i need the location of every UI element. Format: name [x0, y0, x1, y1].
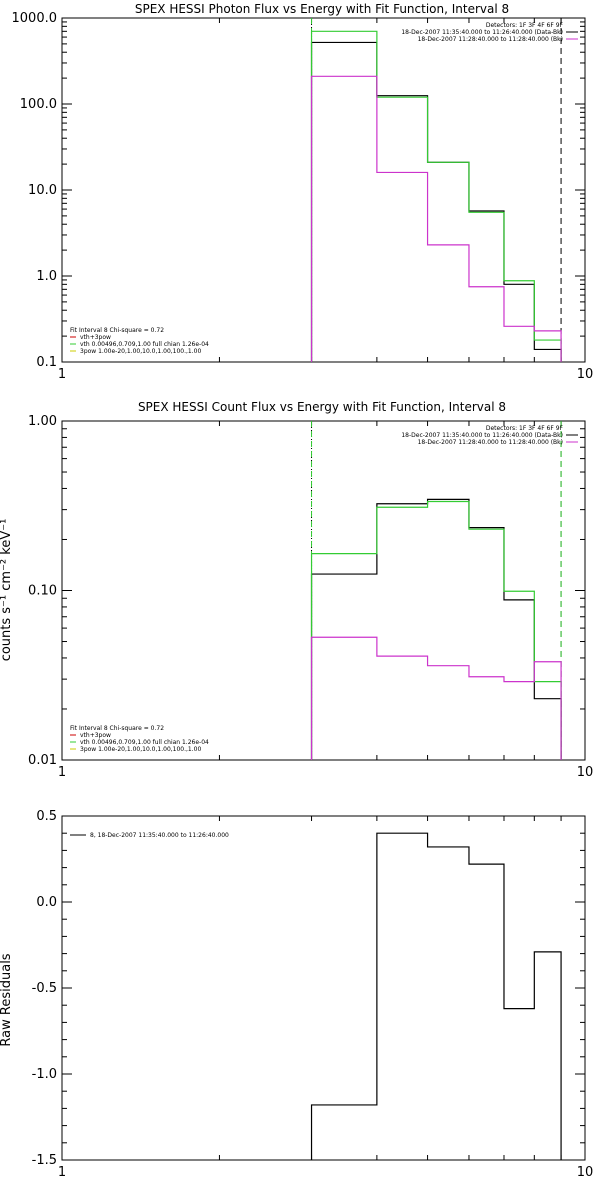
panel-3-y-tick-label: -1.5 [32, 1153, 57, 1168]
panel-3-y-tick-label: -0.5 [32, 981, 57, 996]
panel-1-legend-fit-entry: vth 0.00496,0.709,1.00 full chian 1.26e-… [80, 341, 209, 348]
panel-1-y-tick-label: 10.0 [28, 183, 57, 198]
panel-3-y-tick-label: -1.0 [32, 1067, 57, 1082]
panel-2-y-tick-label: 0.01 [28, 753, 57, 768]
panel-3-series-black-histogram [310, 832, 562, 1160]
panel-2-y-tick-label: 0.10 [28, 584, 57, 599]
panel-3-x-tick-label: 10 [577, 1165, 594, 1180]
panel-count-flux: SPEX HESSI Count Flux vs Energy with Fit… [0, 400, 593, 780]
panel-2-series-green-histogram [310, 500, 562, 760]
panel-photon-flux-title: SPEX HESSI Photon Flux vs Energy with Fi… [135, 2, 509, 16]
panel-2-plot-frame [61, 420, 586, 761]
panel-2-legend-detectors-entry: Detectors: 1F 3F 4F 6F 9F [486, 425, 564, 432]
panel-2-y-tick-label: 1.00 [28, 414, 57, 429]
panel-2-series-magenta-histogram [310, 636, 562, 760]
panel-1-legend-fit-entry: Fit Interval 8 Chi-square = 0.72 [70, 327, 164, 334]
panel-1-series-magenta-histogram [310, 75, 562, 362]
panel-1-x-tick-label: 10 [577, 367, 594, 382]
panel-3-y-tick-label: 0.5 [36, 809, 57, 824]
panel-2-legend-fit-entry: vth+3pow [80, 732, 111, 739]
panel-1-plot-frame [61, 17, 586, 363]
panel-1-legend-detectors-entry: Detectors: 1F 3F 4F 6F 9F [486, 22, 564, 29]
panel-1-x-tick-label: 1 [58, 367, 66, 382]
panel-count-flux-ylabel: counts s⁻¹ cm⁻² keV⁻¹ [0, 519, 14, 662]
panel-1-y-tick-label: 100.0 [20, 97, 57, 112]
panel-residuals: Raw Residuals 1 10 -1.5 -1.0 -0.5 0.0 0.5 8, 18… [0, 809, 593, 1180]
panel-residuals-ylabel: Raw Residuals [0, 953, 14, 1046]
panel-1-legend-detectors-entry: 18-Dec-2007 11:35:40.000 to 11:26:40.000… [401, 29, 563, 36]
panel-1-legend-fit-entry: vth+3pow [80, 334, 111, 341]
panel-2-series-black-histogram [310, 498, 562, 760]
panel-2-legend-detectors-entry: 18-Dec-2007 11:35:40.000 to 11:26:40.000… [401, 432, 563, 439]
panel-2-x-tick-label: 10 [577, 765, 594, 780]
panel-3-plot-frame [61, 815, 586, 1161]
panel-3-x-tick-label: 1 [58, 1165, 66, 1180]
panel-1-series-green-histogram [310, 30, 562, 362]
panel-2-legend-fit-entry: Fit Interval 8 Chi-square = 0.72 [70, 725, 164, 732]
panel-3-legend-interval-entry: 8, 18-Dec-2007 11:35:40.000 to 11:26:40.… [90, 832, 229, 839]
panel-1-legend-fit-entry: 3pow 1.00e-20,1.00,10.0,1.00,100.,1.00 [80, 348, 201, 355]
panel-2-legend-fit-entry: 3pow 1.00e-20,1.00,10.0,1.00,100.,1.00 [80, 746, 201, 753]
panel-count-flux-title: SPEX HESSI Count Flux vs Energy with Fit… [138, 400, 506, 414]
panel-1-y-tick-label: 1000.0 [12, 11, 58, 26]
panel-1-y-tick-label: 1.0 [36, 269, 57, 284]
panel-photon-flux: SPEX HESSI Photon Flux vs Energy with Fi… [12, 2, 594, 382]
panel-3-y-tick-label: 0.0 [36, 895, 57, 910]
panel-1-legend-detectors-entry: 18-Dec-2007 11:28:40.000 to 11:28:40.000… [418, 36, 563, 43]
panel-1-y-tick-label: 0.1 [36, 355, 57, 370]
panel-2-x-tick-label: 1 [58, 765, 66, 780]
panel-2-legend-detectors-entry: 18-Dec-2007 11:28:40.000 to 11:28:40.000… [418, 439, 563, 446]
panel-1-series-black-histogram [310, 41, 562, 362]
panel-2-legend-fit-entry: vth 0.00496,0.709,1.00 full chian 1.26e-… [80, 739, 209, 746]
